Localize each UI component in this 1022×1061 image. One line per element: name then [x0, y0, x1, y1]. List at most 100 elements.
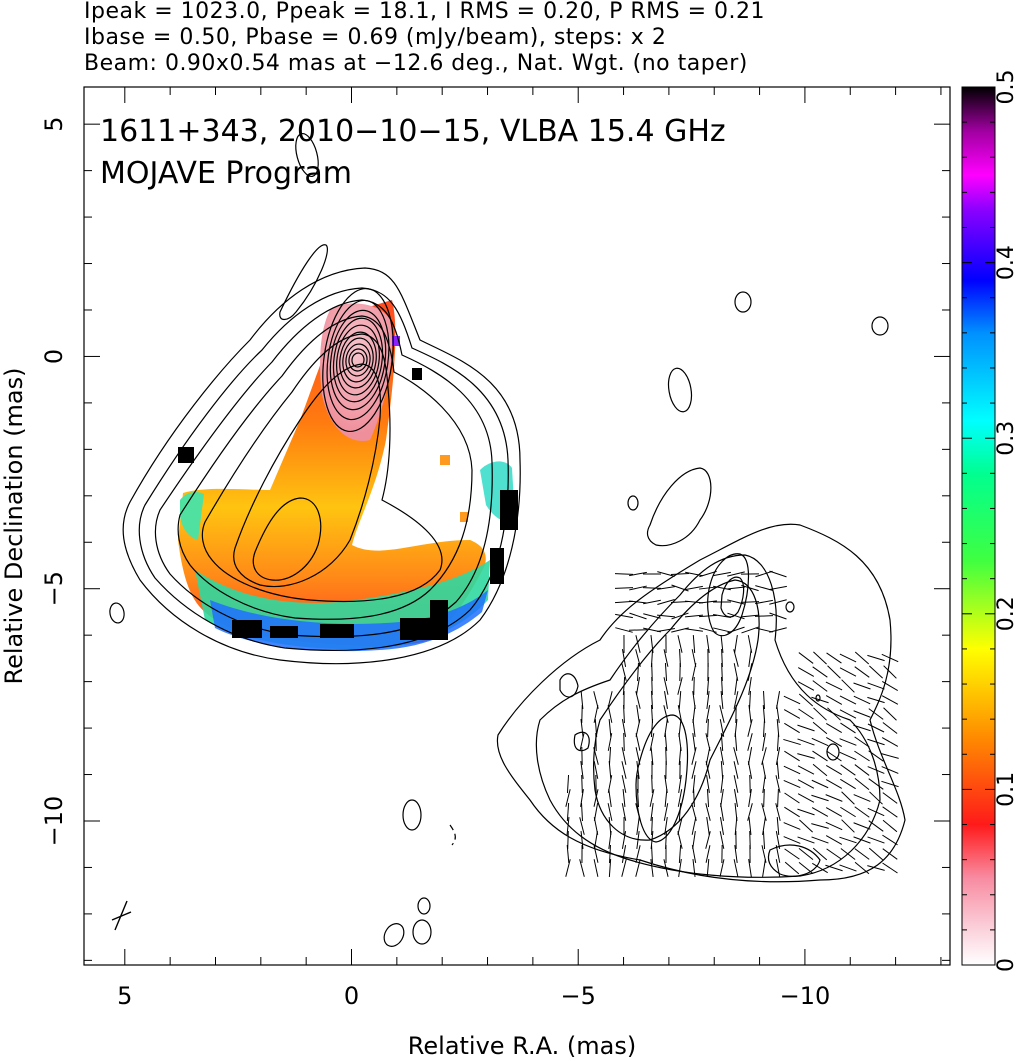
contour-islet — [734, 291, 752, 313]
polarization-high-pixel — [500, 490, 518, 530]
evpa-vector — [608, 789, 612, 807]
evpa-vector — [678, 690, 682, 710]
evpa-vector — [581, 774, 583, 794]
evpa-vector — [783, 836, 801, 844]
evpa-vector — [733, 691, 739, 709]
evpa-vector — [839, 864, 857, 872]
evpa-vector — [826, 736, 842, 748]
evpa-vector — [775, 831, 781, 849]
evpa-vector — [882, 862, 898, 874]
contour-islet — [383, 923, 405, 947]
evpa-vector — [825, 835, 843, 845]
evpa-vector — [754, 615, 774, 617]
polarization-high-pixel — [232, 620, 262, 638]
evpa-vector — [706, 635, 710, 653]
header-line-2: Ibase = 0.50, Pbase = 0.69 (mJy/beam), s… — [84, 25, 667, 50]
evpa-vector — [719, 831, 725, 849]
evpa-vector — [691, 761, 697, 779]
evpa-vector — [566, 816, 570, 836]
evpa-vector — [713, 614, 731, 618]
evpa-vector — [677, 635, 683, 653]
evpa-vector — [882, 722, 898, 734]
evpa-vector — [762, 775, 766, 793]
evpa-vector — [867, 738, 885, 746]
evpa-vector — [656, 614, 676, 618]
evpa-vector — [566, 774, 570, 794]
polarization-jet-region — [178, 300, 486, 646]
evpa-vector — [705, 747, 711, 765]
evpa-vector — [635, 733, 641, 751]
contour-layer — [109, 132, 906, 947]
core-contour-10 — [351, 352, 365, 368]
evpa-vector — [776, 816, 780, 836]
colorbar-tick-label: 0.2 — [994, 596, 1019, 631]
evpa-vector — [853, 695, 871, 705]
evpa-vector — [727, 612, 745, 620]
evpa-vector — [868, 820, 884, 832]
evpa-vector — [635, 677, 641, 695]
chart-subtitle: MOJAVE Program — [100, 156, 352, 191]
evpa-vector — [812, 750, 828, 762]
evpa-vector — [657, 571, 675, 577]
evpa-vector — [839, 695, 857, 705]
evpa-vector — [566, 844, 570, 864]
evpa-vectors — [565, 570, 899, 878]
colorbar-axis: 0 0.1 0.2 0.3 0.4 0.5 — [962, 70, 1019, 972]
polarization-core-region — [320, 303, 392, 441]
evpa-vector — [776, 705, 780, 723]
evpa-vector — [677, 789, 683, 807]
evpa-vector — [797, 724, 815, 732]
evpa-vector — [798, 847, 814, 861]
evpa-vector — [593, 747, 599, 765]
evpa-vector — [882, 806, 898, 818]
evpa-vector — [883, 707, 897, 721]
y-tick-label: −5 — [40, 571, 68, 606]
evpa-vector — [720, 803, 724, 821]
evpa-vector — [853, 710, 871, 718]
evpa-vector — [748, 789, 752, 807]
evpa-vector — [812, 763, 828, 777]
evpa-vector — [747, 733, 753, 751]
evpa-vector — [628, 600, 648, 604]
evpa-vector — [635, 635, 641, 653]
evpa-vector — [762, 859, 766, 877]
evpa-vector — [706, 858, 710, 878]
core-contour-4 — [332, 317, 384, 403]
evpa-vector — [783, 765, 801, 775]
pol-contour-level-6 — [720, 576, 745, 618]
evpa-vector — [593, 789, 599, 807]
evpa-vector — [663, 803, 669, 821]
evpa-vector — [685, 628, 703, 632]
evpa-vector — [854, 777, 870, 791]
evpa-vector — [678, 802, 682, 822]
evpa-vector — [811, 807, 829, 817]
evpa-vector — [733, 859, 739, 877]
evpa-vector — [727, 599, 745, 605]
contour-level-4 — [177, 315, 473, 620]
evpa-vector — [692, 831, 696, 849]
evpa-vector — [721, 648, 723, 668]
evpa-vector — [797, 753, 815, 759]
evpa-vector — [721, 662, 723, 682]
evpa-vector — [881, 653, 899, 663]
evpa-vector — [762, 733, 766, 751]
evpa-vector — [705, 803, 711, 821]
evpa-vector — [797, 793, 815, 803]
evpa-vector — [784, 750, 800, 762]
evpa-vector — [747, 803, 753, 821]
evpa-vector — [812, 721, 828, 735]
evpa-vector — [867, 766, 885, 774]
evpa-vector — [868, 847, 884, 861]
evpa-vector — [826, 848, 842, 860]
evpa-vector — [882, 792, 898, 804]
evpa-vector — [684, 614, 704, 618]
core-contour-6 — [339, 331, 377, 389]
evpa-vector — [784, 848, 800, 860]
evpa-vector — [621, 845, 627, 863]
evpa-vector — [651, 676, 653, 696]
core-contour-7 — [342, 337, 374, 383]
evpa-vector — [677, 677, 683, 695]
evpa-vector — [841, 791, 855, 805]
evpa-vector — [699, 627, 717, 633]
